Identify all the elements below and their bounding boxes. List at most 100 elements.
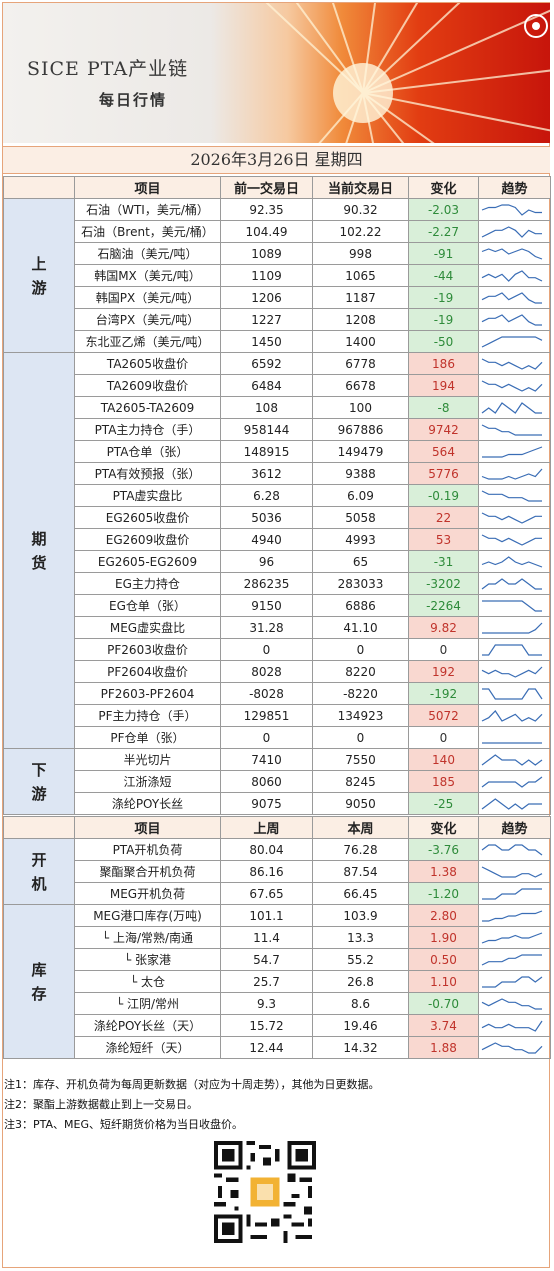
section-label: 期 货: [3, 352, 75, 749]
sparkline-path: [482, 445, 543, 458]
row-prev-value: 92.35: [220, 198, 313, 221]
row-prev-value: 5036: [220, 506, 313, 529]
row-item: TA2609收盘价: [74, 374, 221, 397]
row-change: 140: [408, 748, 479, 771]
row-change: -19: [408, 286, 479, 309]
trend-sparkline: [481, 577, 542, 590]
row-item: 韩国PX（美元/吨）: [74, 286, 221, 309]
row-item: PF主力持仓（手）: [74, 704, 221, 727]
table-row: 石油（Brent，美元/桶） 104.49 102.22 -2.27: [4, 220, 551, 243]
row-item: PTA主力持仓（手）: [74, 418, 221, 441]
row-curr-value: 90.32: [312, 198, 409, 221]
trend-sparkline: [481, 666, 543, 678]
sparkline-path: [481, 865, 543, 878]
row-curr-value: 6678: [312, 374, 409, 397]
table-row: 韩国PX（美元/吨） 1206 1187 -19: [4, 286, 551, 309]
row-change: 192: [408, 660, 479, 683]
row-item: 韩国MX（美元/吨）: [74, 264, 221, 287]
row-item: 石油（Brent，美元/桶）: [74, 220, 221, 243]
row-curr-value: 1208: [312, 308, 409, 331]
sunburst-graphic: [265, 3, 550, 143]
table-row: 韩国MX（美元/吨） 1109 1065 -44: [4, 264, 551, 287]
table-row: PTA仓单（张） 148915 149479 564: [4, 440, 551, 463]
trend-sparkline: [481, 335, 543, 348]
trend-sparkline: [481, 357, 543, 370]
sparkline-path: [481, 533, 542, 546]
qr-code[interactable]: [214, 1141, 316, 1243]
row-item: TA2605-TA2609: [74, 396, 221, 419]
row-change: 2.80: [408, 904, 479, 927]
table-row: TA2609收盘价 6484 6678 194: [4, 374, 551, 397]
header-prev-week: 上周: [220, 816, 313, 839]
trend-sparkline: [481, 379, 543, 392]
table-row: PTA有效预报（张） 3612 9388 5776: [4, 462, 551, 485]
row-curr-value: 1400: [312, 330, 409, 353]
row-trend: [478, 838, 551, 861]
row-curr-value: 13.3: [312, 926, 409, 949]
row-curr-value: 0: [312, 726, 409, 749]
row-curr-value: 76.28: [312, 838, 409, 861]
trend-sparkline: [482, 643, 542, 656]
row-item: EG仓单（张）: [74, 594, 221, 617]
row-item: 石脑油（美元/吨）: [74, 242, 221, 265]
row-prev-value: 8060: [220, 770, 313, 793]
row-trend: [478, 506, 551, 529]
row-curr-value: 9050: [312, 792, 409, 815]
row-trend: [478, 418, 551, 441]
row-item: └ 江阴/常州: [74, 992, 221, 1015]
row-item: PF2603收盘价: [74, 638, 221, 661]
row-change: 185: [408, 770, 479, 793]
footnotes: 注1：库存、开机负荷为每周更新数据（对应为十周走势），其他为日更数据。 注2：聚…: [4, 1075, 380, 1135]
row-trend: [478, 286, 551, 309]
row-item: PTA虚实盘比: [74, 484, 221, 507]
row-prev-value: -8028: [220, 682, 313, 705]
row-change: -0.19: [408, 484, 479, 507]
row-change: -2.03: [408, 198, 479, 221]
row-prev-value: 958144: [220, 418, 313, 441]
row-prev-value: 12.44: [220, 1036, 313, 1059]
banner: SICE PTA产业链 每日行情: [3, 3, 550, 143]
row-trend: [478, 550, 551, 573]
trend-sparkline: [481, 313, 542, 326]
table-row: PF2604收盘价 8028 8220 192: [4, 660, 551, 683]
row-curr-value: 4993: [312, 528, 409, 551]
row-curr-value: -8220: [312, 682, 409, 705]
row-prev-value: 286235: [220, 572, 313, 595]
sparkline-path: [482, 599, 542, 612]
row-prev-value: 148915: [220, 440, 313, 463]
table-row: 下 游半光切片 7410 7550 140: [3, 748, 551, 815]
trend-sparkline: [481, 753, 543, 766]
row-change: -50: [408, 330, 479, 353]
table-row: PTA虚实盘比 6.28 6.09 -0.19: [4, 484, 551, 507]
row-item: PF仓单（张）: [74, 726, 221, 749]
row-change: 3.74: [408, 1014, 479, 1037]
section-label: 库 存: [3, 904, 75, 1059]
trend-sparkline: [481, 1041, 543, 1054]
trend-sparkline: [481, 555, 543, 568]
row-item: PF2604收盘价: [74, 660, 221, 683]
header-curr: 当前交易日: [312, 176, 409, 199]
trend-sparkline: [482, 622, 543, 634]
row-change: -44: [408, 264, 479, 287]
row-item: 半光切片: [74, 748, 221, 771]
header-item: 项目: [74, 816, 221, 839]
sparkline-path: [481, 776, 543, 788]
row-item: PTA有效预报（张）: [74, 462, 221, 485]
sparkline-path: [481, 335, 543, 348]
table-row: EG2609收盘价 4940 4993 53: [4, 528, 551, 551]
table-row: MEG开机负荷 67.65 66.45 -1.20: [4, 882, 551, 905]
row-trend: [478, 948, 551, 971]
row-change: 5776: [408, 462, 479, 485]
row-item: 聚酯聚合开机负荷: [74, 860, 221, 883]
sparkline-path: [481, 666, 543, 678]
trend-sparkline: [481, 511, 542, 524]
row-curr-value: 149479: [312, 440, 409, 463]
trend-sparkline: [481, 489, 542, 502]
brand-logo-icon: [524, 14, 548, 38]
table-row: 库 存 MEG港口库存(万吨) 101.1 103.9 2.80: [3, 904, 551, 1059]
trend-sparkline: [481, 401, 542, 414]
table-row: 江浙涤短 8060 8245 185: [4, 770, 551, 793]
row-trend: [478, 726, 551, 749]
header-this-week: 本周: [312, 816, 409, 839]
row-item: EG2609收盘价: [74, 528, 221, 551]
